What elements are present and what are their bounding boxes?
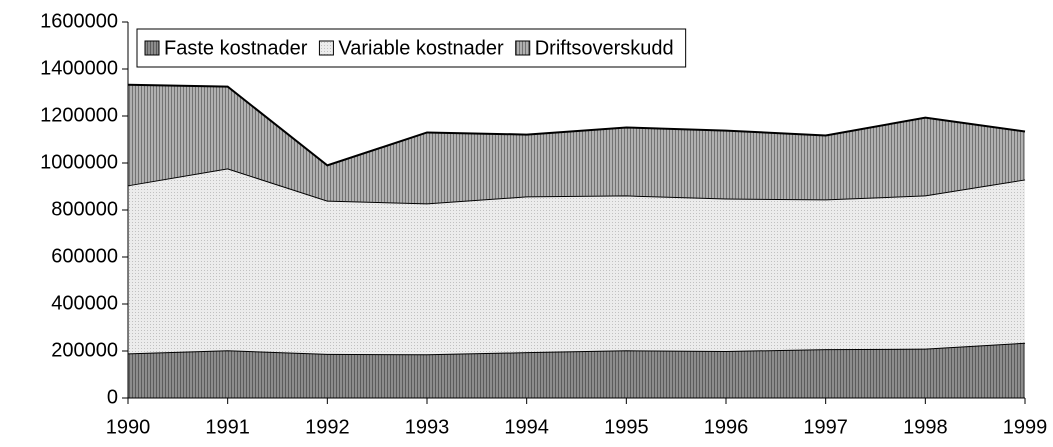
legend-swatch-texture [145, 41, 159, 55]
x-tick-label: 1993 [405, 416, 450, 438]
x-tick-label: 1995 [604, 416, 649, 438]
y-tick-label: 1600000 [40, 10, 118, 32]
legend-box [136, 28, 687, 68]
x-tick-label: 1991 [205, 416, 250, 438]
y-tick-label: 1000000 [40, 151, 118, 173]
x-tick-label: 1999 [1003, 416, 1048, 438]
y-tick-label: 1400000 [40, 57, 118, 79]
y-tick-label: 800000 [51, 198, 118, 220]
y-tick-label: 0 [107, 386, 118, 408]
area-texture [128, 342, 1025, 398]
legend-swatch-texture [319, 41, 334, 55]
x-tick-label: 1997 [803, 416, 848, 438]
x-tick-label: 1990 [106, 416, 151, 438]
x-tick-label: 1996 [704, 416, 749, 438]
area-texture [128, 168, 1025, 355]
legend-label: Driftsoverskudd [535, 37, 674, 59]
y-tick-label: 400000 [51, 292, 118, 314]
y-tick-label: 200000 [51, 339, 118, 361]
x-tick-label: 1994 [504, 416, 549, 438]
legend-label: Variable kostnader [338, 37, 504, 59]
area-texture [128, 84, 1025, 204]
y-tick-label: 600000 [51, 245, 118, 267]
x-tick-label: 1998 [903, 416, 948, 438]
legend-label: Faste kostnader [164, 37, 308, 59]
area-edge [127, 83, 1026, 167]
legend-swatch-texture [515, 41, 530, 55]
x-tick-label: 1992 [305, 416, 350, 438]
y-tick-label: 1200000 [40, 104, 118, 126]
